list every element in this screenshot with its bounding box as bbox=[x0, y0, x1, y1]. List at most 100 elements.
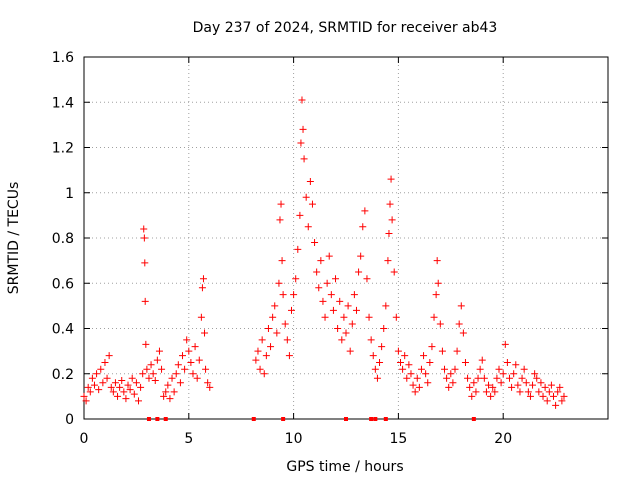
y-tick-label: 0.6 bbox=[52, 276, 74, 292]
data-point bbox=[524, 388, 532, 396]
data-point bbox=[204, 379, 212, 387]
data-point bbox=[478, 356, 486, 364]
data-point bbox=[141, 259, 149, 267]
data-point bbox=[401, 352, 409, 360]
data-point bbox=[451, 365, 459, 373]
data-point bbox=[459, 329, 467, 337]
data-point bbox=[302, 193, 310, 201]
data-point bbox=[273, 329, 281, 337]
data-point bbox=[399, 365, 407, 373]
data-point bbox=[198, 284, 206, 292]
data-point bbox=[308, 200, 316, 208]
data-point bbox=[455, 320, 463, 328]
data-point bbox=[380, 325, 388, 332]
data-point bbox=[271, 302, 279, 310]
data-point bbox=[482, 388, 490, 396]
y-tick-labels: 0 0.2 0.4 0.6 0.8 1 1.2 1.4 1.6 bbox=[52, 50, 74, 428]
zero-marker bbox=[281, 417, 286, 421]
data-point bbox=[390, 268, 398, 276]
chart-title: Day 237 of 2024, SRMTID for receiver ab4… bbox=[193, 20, 498, 36]
data-point bbox=[325, 252, 333, 260]
data-point bbox=[428, 343, 436, 351]
data-point bbox=[489, 383, 497, 391]
data-point bbox=[101, 358, 109, 366]
data-point bbox=[385, 229, 393, 237]
data-point bbox=[145, 374, 153, 382]
data-point bbox=[128, 374, 136, 382]
data-point bbox=[332, 275, 340, 283]
y-tick-label: 1.4 bbox=[52, 95, 74, 111]
data-point bbox=[560, 392, 568, 400]
data-point bbox=[407, 370, 415, 378]
data-point bbox=[556, 383, 564, 391]
data-point bbox=[176, 379, 184, 387]
data-point bbox=[278, 257, 286, 265]
data-point bbox=[323, 279, 331, 287]
data-point bbox=[132, 379, 140, 387]
zero-marker bbox=[163, 417, 168, 421]
data-point bbox=[143, 365, 151, 373]
zero-marker bbox=[155, 417, 160, 421]
data-point bbox=[95, 386, 103, 394]
data-point bbox=[543, 397, 551, 405]
data-point bbox=[107, 383, 115, 391]
x-tick-labels: 0 5 10 15 20 bbox=[80, 431, 513, 447]
data-point bbox=[417, 365, 425, 373]
zero-marker bbox=[251, 417, 256, 421]
data-point bbox=[550, 392, 558, 400]
data-point bbox=[363, 275, 371, 283]
data-point bbox=[340, 313, 348, 321]
y-tick-label: 1 bbox=[65, 186, 74, 202]
data-point bbox=[518, 374, 526, 382]
data-point bbox=[493, 374, 501, 382]
data-point bbox=[558, 397, 566, 405]
data-point bbox=[304, 223, 312, 231]
data-point bbox=[388, 216, 396, 224]
data-point bbox=[93, 370, 101, 378]
y-tick-label: 0 bbox=[65, 412, 74, 428]
data-point bbox=[252, 356, 260, 364]
zero-marker bbox=[369, 417, 374, 421]
data-point bbox=[526, 392, 534, 400]
data-point bbox=[80, 392, 88, 400]
data-point bbox=[149, 370, 157, 378]
data-point bbox=[531, 370, 539, 378]
data-point bbox=[545, 388, 553, 396]
data-point bbox=[434, 279, 442, 287]
data-point bbox=[503, 358, 511, 366]
data-point bbox=[541, 383, 549, 391]
data-point bbox=[436, 320, 444, 328]
zero-marker bbox=[383, 417, 388, 421]
data-point bbox=[317, 257, 325, 265]
data-point bbox=[195, 356, 203, 364]
y-tick-label: 0.4 bbox=[52, 322, 74, 338]
data-point bbox=[365, 313, 373, 321]
data-points bbox=[80, 96, 568, 421]
data-point bbox=[539, 392, 547, 400]
data-point bbox=[262, 352, 270, 360]
data-point bbox=[140, 225, 148, 233]
data-point bbox=[86, 388, 94, 396]
data-point bbox=[420, 352, 428, 360]
data-point bbox=[283, 336, 291, 344]
data-point bbox=[202, 365, 210, 373]
data-point bbox=[179, 352, 187, 360]
data-point bbox=[254, 347, 262, 355]
data-point bbox=[103, 374, 111, 382]
data-point bbox=[535, 388, 543, 396]
data-point bbox=[411, 388, 419, 396]
data-point bbox=[109, 388, 117, 396]
data-point bbox=[258, 336, 266, 344]
data-point bbox=[114, 392, 122, 400]
data-point bbox=[552, 401, 560, 409]
data-point bbox=[174, 361, 182, 369]
data-point bbox=[443, 374, 451, 382]
data-point bbox=[334, 325, 342, 332]
data-point bbox=[111, 379, 119, 387]
data-point bbox=[120, 388, 128, 396]
data-point bbox=[415, 383, 423, 391]
data-point bbox=[288, 306, 296, 314]
zero-marker bbox=[146, 417, 151, 421]
data-point bbox=[413, 374, 421, 382]
